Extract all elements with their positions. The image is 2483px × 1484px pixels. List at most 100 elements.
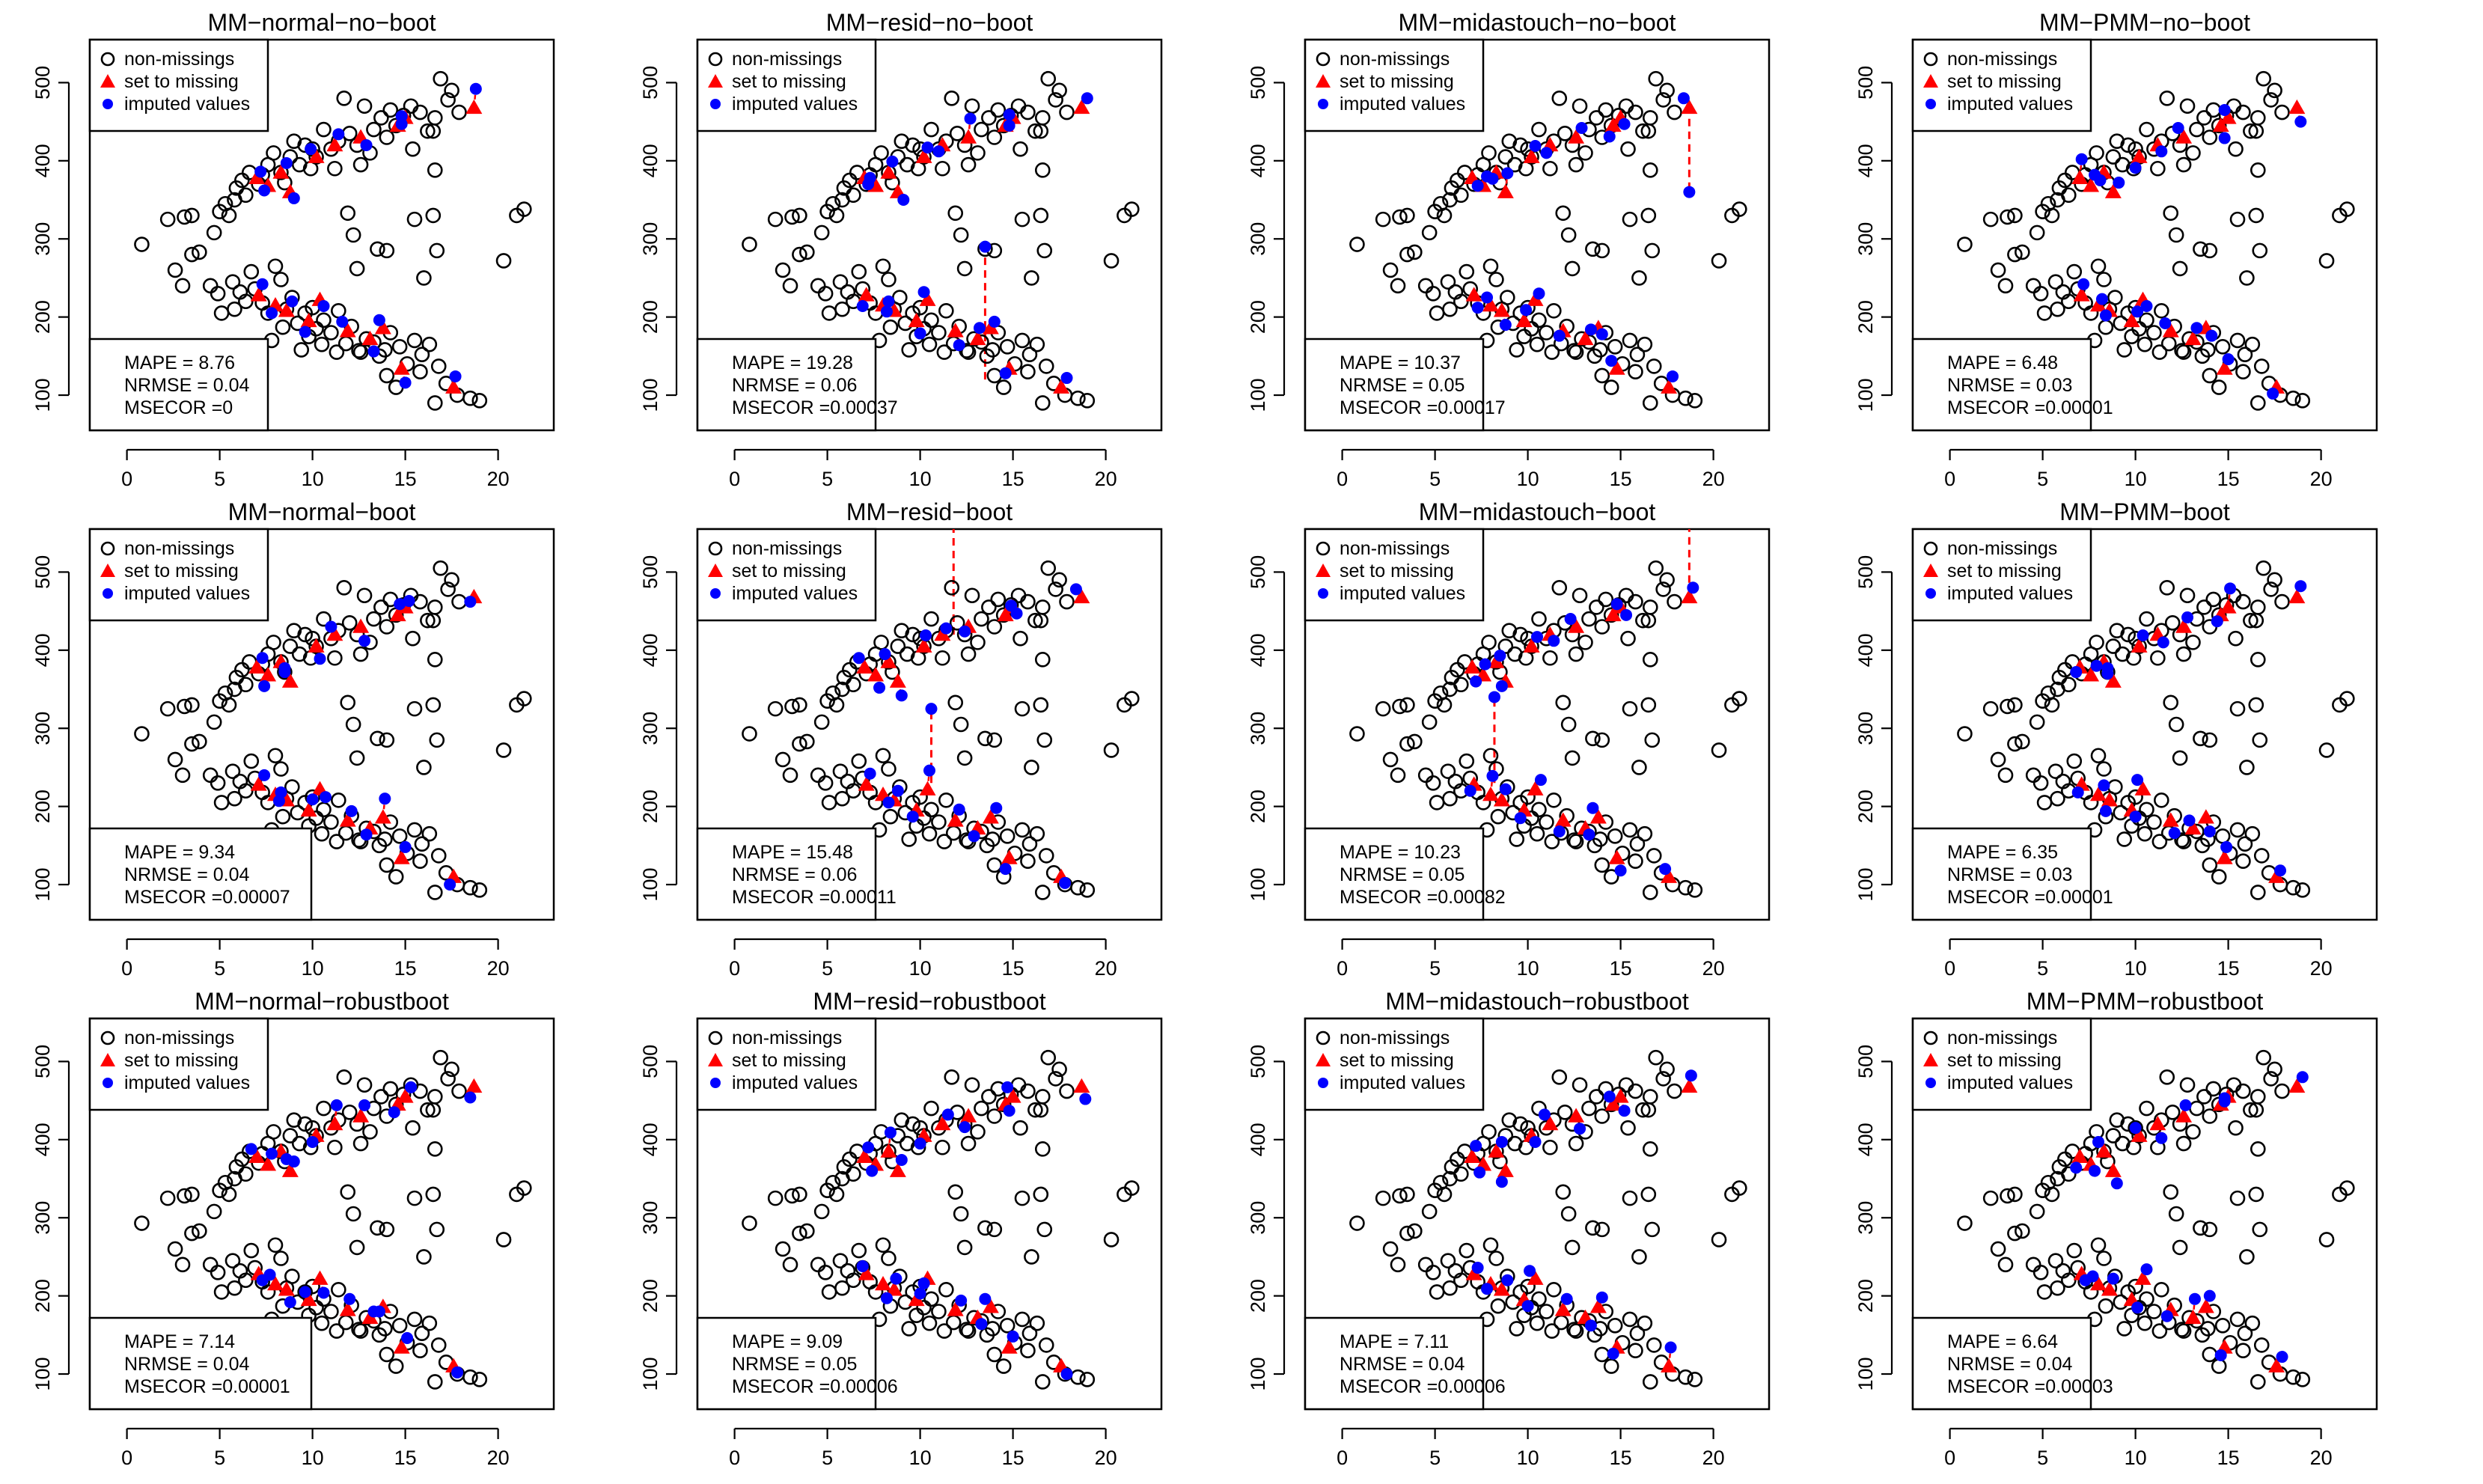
panel-7-observed-point [1732,691,1747,706]
panel-4-missing-point [2073,287,2090,302]
panel-12-observed-point [2244,1315,2261,1331]
panel-5-observed-point [225,763,241,779]
panel-9-observed-point [227,1280,242,1296]
panel-3-observed-point [1642,395,1658,411]
panel-11-missing-point [1527,1270,1544,1285]
panel-5-nrmse-value: NRMSE = 0.04 [124,864,250,885]
panel-3-imputed-point [1584,323,1597,336]
panel-8-observed-point [2250,885,2266,900]
panel-2-imputed-point [914,327,926,340]
panel-6-observed-point [882,808,899,825]
panel-4-observed-point [2007,246,2023,263]
panel-1-missing-point [308,148,325,163]
panel-3-imputed-point [1529,139,1542,152]
panel-7-observed-point [1642,885,1658,900]
panel-9-observed-point [174,1256,191,1273]
panel-6-observed-point [901,831,917,847]
panel-11-imputed-point [1481,1283,1494,1295]
panel-7-observed-point [1392,698,1408,715]
panel-7-observed-point [1531,611,1547,627]
panel-4-observed-point [2339,201,2355,217]
panel-8-observed-point [1990,751,2006,768]
panel-1-imputed-point [399,376,412,389]
panel-5-observed-point [379,857,395,873]
panel-7-observed-point [1555,694,1572,711]
panel-7-observed-point [1459,753,1475,769]
panel-5-missing-point [260,667,277,682]
panel-10-observed-point [834,1280,850,1296]
panel-1-observed-point [440,92,456,108]
panel-6-observed-point [784,698,800,715]
panel-9-legend-observed-symbol [100,1030,115,1045]
panel-9-observed-point [425,1102,442,1118]
panel-5-metrics-box [88,827,313,921]
panel-12-observed-point [2096,1251,2112,1266]
panel-12-observed-point [2228,1120,2244,1136]
panel-9-observed-point [184,1225,200,1242]
panel-8-imputed-point [2211,615,2223,628]
panel-6-observed-point [986,619,1003,635]
panel-11-observed-point [1440,1253,1456,1268]
panel-9-missing-point [260,1156,277,1171]
panel-10-missing-point [1004,1088,1021,1103]
panel-11-observed-point [1453,1166,1469,1182]
panel-11-x-tick-label-10: 10 [1517,1447,1539,1469]
panel-1-missing-point [300,312,317,328]
panel-8-observed-point [2252,732,2268,748]
panel-2-observed-point [1079,393,1096,409]
panel-1-imputed-point [280,156,293,169]
panel-6-observed-point [742,726,757,742]
panel-11-y-tick-label-200: 200 [1247,1279,1269,1313]
panel-9-observed-point [177,1188,192,1204]
panel-6-legend-imputed-label: imputed values [732,583,858,604]
panel-7-imputed-point [1534,774,1547,787]
panel-11-observed-point [1481,1124,1497,1140]
panel-4-imputed-point [2113,177,2125,189]
panel-7-observed-point [1678,879,1693,896]
panel-5-observed-point [379,732,395,748]
panel-9-imputed-point [306,1135,319,1148]
panel-1-imputed-point [287,192,300,204]
panel-10-legend-observed-symbol [708,1030,723,1045]
panel-3-mape-value: MAPE = 10.37 [1340,352,1461,373]
panel-12-observed-point [2172,1239,2188,1256]
panel-12-observed-point [2179,1077,2196,1093]
panel-8-observed-point [2015,733,2030,750]
panel-1-observed-point [406,211,423,228]
panel-11-observed-point [1531,1291,1547,1307]
panel-8-observed-point [2185,635,2201,650]
panel-2-observed-point [999,338,1016,355]
panel-6-observed-point [944,579,960,596]
panel-2-observed-point [792,246,807,263]
panel-2-imputed-point [1060,372,1073,385]
panel-6-missing-point [919,781,936,796]
panel-7-observed-point [1481,635,1497,650]
panel-9-observed-point [352,1135,369,1152]
panel-9-observed-point [316,1100,332,1117]
panel-11-observed-point [1349,1215,1365,1231]
panel-1-x-tick-label-0: 0 [121,468,132,490]
panel-6-missing-point [1073,588,1090,604]
panel-5-imputed-point [258,769,271,781]
panel-9-y-tick-label-400: 400 [31,1123,54,1156]
panel-2-observed-point [1038,358,1054,374]
panel-8-missing-point [2220,599,2237,614]
panel-3-missing-point [1515,312,1533,328]
panel-4-missing-point [2162,323,2179,338]
panel-10-observed-point [956,1239,973,1256]
panel-9-imputed-point [245,1143,257,1155]
panel-5-y-tick-label-400: 400 [31,633,54,667]
panel-3-observed-point [1560,227,1577,243]
panel-1-observed-point [421,336,438,352]
panel-8-metrics-box [1911,827,2092,921]
panel-7-observed-point [1628,853,1643,869]
panel-6-observed-point [931,814,947,830]
panel-10-markers [742,1049,1140,1390]
panel-2-legend-missing-symbol [708,74,723,88]
panel-12-observed-point [2139,1100,2154,1117]
panel-9-observed-point [341,1104,358,1120]
panel-8-observed-point [2243,612,2258,629]
panel-7-title: MM−midastouch−boot [1419,498,1656,525]
panel-4-legend-box [1911,38,2092,132]
